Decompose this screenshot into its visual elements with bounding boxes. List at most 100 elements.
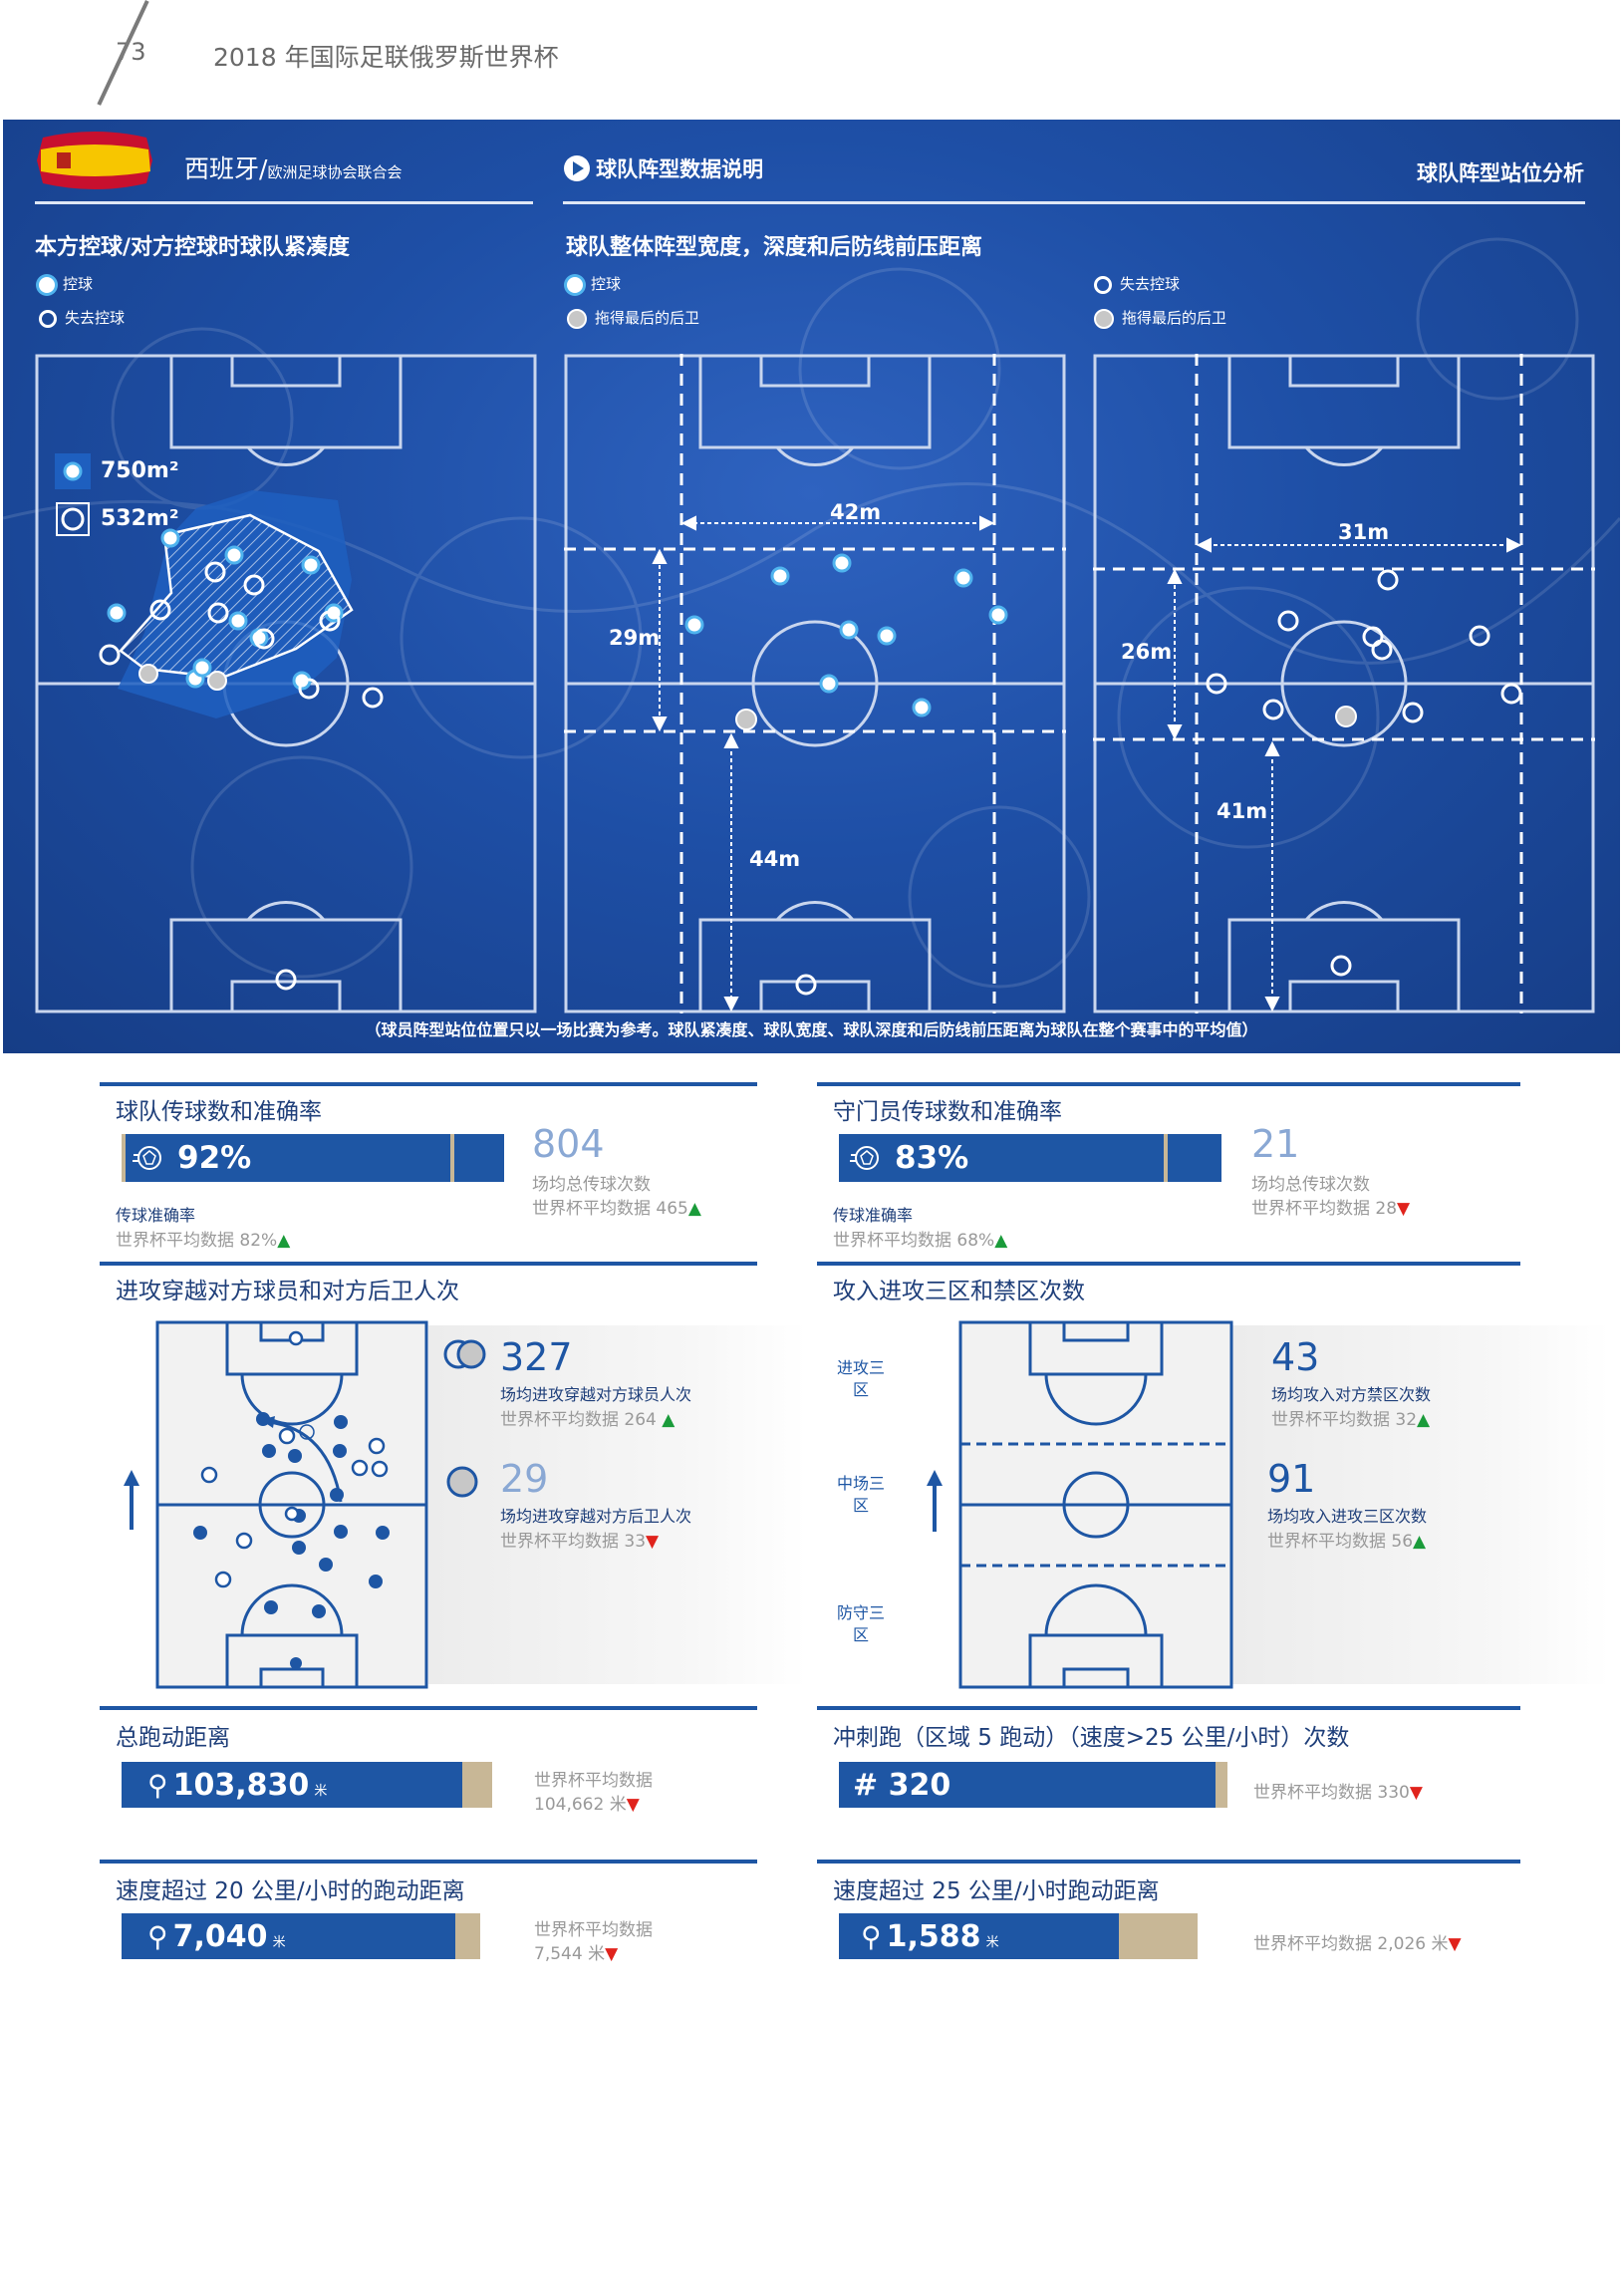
- speed20-avg-label: 世界杯平均数据: [534, 1920, 653, 1940]
- avg-text: 104,662 米: [534, 1795, 627, 1815]
- pin-icon: ⚲: [147, 1769, 168, 1802]
- speed20-avg: 7,544 米▼: [534, 1939, 618, 1964]
- divider: [100, 1082, 757, 1086]
- up-arrow-icon: ▲: [1417, 1410, 1431, 1430]
- legend-last-defender: 拖得最后的后卫: [567, 307, 699, 329]
- divider: [100, 1262, 757, 1266]
- speed20-bar: [122, 1913, 455, 1959]
- defenders-passed-avg: 世界杯平均数据 33▼: [500, 1527, 659, 1552]
- thirds-pitch: [927, 1320, 1233, 1689]
- passing-total-value: 804: [532, 1122, 605, 1166]
- up-arrow-icon: ▲: [994, 1231, 1008, 1251]
- shape-title: 球队整体阵型宽度，深度和后防线前压距离: [566, 235, 983, 260]
- up-arrow-icon: ▲: [687, 1199, 701, 1219]
- avg-text: 世界杯平均数据 68%: [833, 1231, 995, 1251]
- sprints-bar: [839, 1762, 1217, 1808]
- penetration-panel: [428, 1325, 807, 1684]
- speed25-avg: 世界杯平均数据 2,026 米▼: [1253, 1929, 1462, 1954]
- gk-accuracy-bar: 83%: [839, 1134, 1221, 1182]
- line-height-no-possession: 41m: [1217, 799, 1268, 823]
- legend-possession: 控球: [39, 273, 93, 294]
- possession-dot-icon: [567, 276, 583, 293]
- no-possession-shape-pitch: [1093, 354, 1595, 1013]
- compactness-title: 本方控球/对方控球时球队紧凑度: [35, 235, 351, 260]
- possession-shape-pitch: [564, 354, 1066, 1013]
- passing-accuracy-bar: 92%: [122, 1134, 504, 1182]
- divider: [100, 1706, 757, 1710]
- gk-accuracy-avg: 世界杯平均数据 68%▲: [833, 1226, 1007, 1251]
- avg-text: 世界杯平均数据 28: [1251, 1199, 1398, 1219]
- players-passed-icon: [443, 1339, 486, 1369]
- width-no-possession: 31m: [1338, 520, 1390, 544]
- page-title: 2018 年国际足联俄罗斯世界杯: [213, 43, 559, 72]
- area-no-possession-value: 532m²: [101, 506, 179, 531]
- passing-total-avg: 世界杯平均数据 465▲: [532, 1194, 701, 1219]
- passing-title: 球队传球数和准确率: [116, 1099, 322, 1125]
- divider: [817, 1706, 1520, 1710]
- value-text: 1,588: [886, 1919, 981, 1954]
- final-third-label: 场均攻入进攻三区次数: [1267, 1507, 1428, 1526]
- gk-title: 守门员传球数和准确率: [833, 1099, 1062, 1125]
- avg-text: 世界杯平均数据 264: [500, 1410, 657, 1430]
- distance-value: ⚲ 103,830 米: [147, 1768, 327, 1803]
- zone-mid-label: 中场三区: [836, 1474, 885, 1515]
- value-text: 103,830: [172, 1768, 310, 1803]
- legend-label: 控球: [63, 275, 94, 293]
- info-link-label: 球队阵型数据说明: [596, 157, 764, 181]
- passing-total-label: 场均总传球次数: [532, 1175, 651, 1195]
- players-passed-avg: 世界杯平均数据 264 ▲: [500, 1405, 675, 1430]
- box-entries-avg: 世界杯平均数据 32▲: [1271, 1405, 1430, 1430]
- penetration-pitch: [124, 1320, 428, 1689]
- team-label: 西班牙/: [184, 154, 268, 183]
- avg-text: 世界杯平均数据 465: [532, 1199, 688, 1219]
- speed20-title: 速度超过 20 公里/小时的跑动距离: [116, 1878, 465, 1904]
- passing-accuracy-label: 传球准确率: [116, 1206, 196, 1225]
- avg-text: 世界杯平均数据 32: [1271, 1410, 1418, 1430]
- avg-text: 7,544 米: [534, 1944, 606, 1964]
- gk-total-label: 场均总传球次数: [1251, 1175, 1370, 1195]
- info-link[interactable]: 球队阵型数据说明: [563, 153, 763, 183]
- unit-text: 米: [314, 1784, 328, 1799]
- sprints-avg: 世界杯平均数据 330▼: [1253, 1778, 1423, 1803]
- passing-accuracy-avg: 世界杯平均数据 82%▲: [116, 1226, 290, 1251]
- player-dots: [193, 1412, 390, 1618]
- defenders-passed-label: 场均进攻穿越对方后卫人次: [500, 1507, 692, 1526]
- down-arrow-icon: ▼: [1448, 1934, 1462, 1954]
- legend-last-defender: 拖得最后的后卫: [1094, 307, 1226, 329]
- zone-attack-label: 进攻三区: [836, 1358, 885, 1399]
- distance-avg: 104,662 米▼: [534, 1790, 640, 1815]
- legend-possession: 控球: [567, 273, 621, 294]
- player-dots: [99, 528, 384, 991]
- ball-icon: [299, 1424, 315, 1440]
- team-name: 西班牙/欧洲足球协会联合会: [184, 149, 402, 185]
- distance-avg-label: 世界杯平均数据: [534, 1771, 653, 1791]
- speed25-value: ⚲ 1,588 米: [861, 1919, 999, 1954]
- gk-total-value: 21: [1251, 1122, 1300, 1166]
- divider: [817, 1860, 1520, 1864]
- ball-icon: [133, 1146, 161, 1170]
- distance-title: 总跑动距离: [116, 1725, 230, 1751]
- speed20-value: ⚲ 7,040 米: [147, 1919, 286, 1954]
- legend-no-possession: 失去控球: [1094, 273, 1180, 294]
- box-entries-label: 场均攻入对方禁区次数: [1271, 1385, 1432, 1404]
- area-possession-icon: [55, 453, 91, 489]
- last-defender-dot-icon: [567, 308, 587, 329]
- sprints-title: 冲刺跑（区域 5 跑动）（速度>25 公里/小时）次数: [833, 1725, 1350, 1751]
- penetration-title: 进攻穿越对方球员和对方后卫人次: [116, 1279, 459, 1304]
- avg-text: 世界杯平均数据 82%: [116, 1231, 278, 1251]
- passing-accuracy-value: 92%: [177, 1140, 252, 1176]
- down-arrow-icon: ▼: [1409, 1783, 1423, 1803]
- legend-label: 失去控球: [1120, 275, 1181, 293]
- thirds-panel: [1231, 1325, 1610, 1684]
- down-arrow-icon: ▼: [1397, 1199, 1411, 1219]
- final-third-avg: 世界杯平均数据 56▲: [1267, 1527, 1426, 1552]
- player-dots: [684, 553, 1008, 718]
- play-icon: [564, 155, 590, 181]
- width-possession: 42m: [830, 500, 882, 524]
- speed25-bar: [839, 1913, 1119, 1959]
- bar-marker: [1164, 1134, 1168, 1182]
- avg-text: 世界杯平均数据 2,026 米: [1253, 1934, 1449, 1954]
- final-third-value: 91: [1267, 1457, 1316, 1501]
- up-arrow-icon: ▲: [277, 1231, 291, 1251]
- players-passed-label: 场均进攻穿越对方球员人次: [500, 1385, 692, 1404]
